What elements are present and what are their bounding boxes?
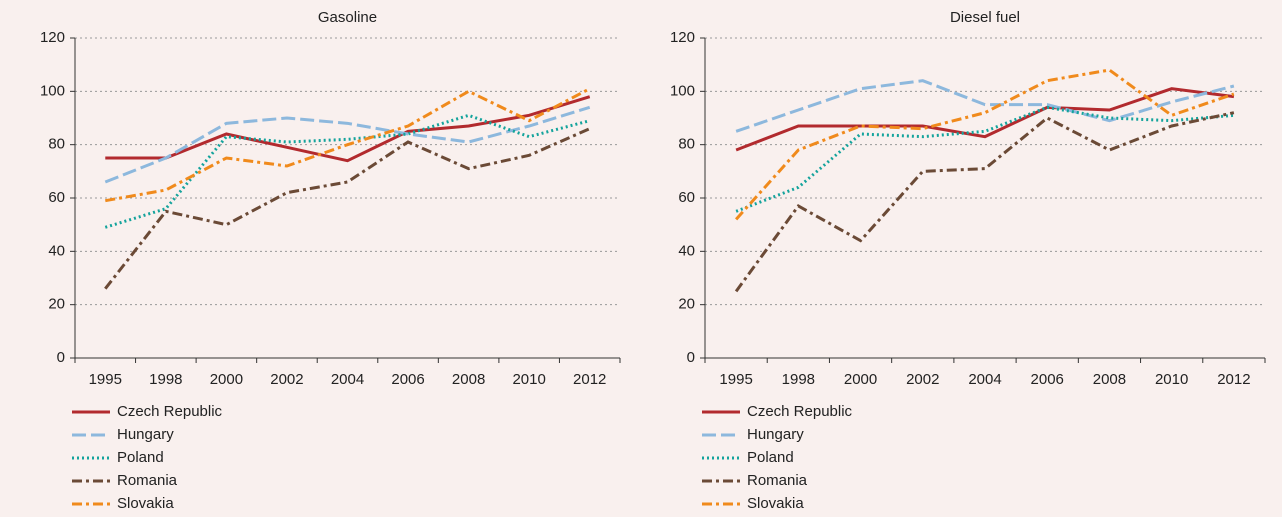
- y-tick-label: 40: [48, 242, 65, 259]
- series-line: [104, 127, 591, 290]
- x-tick-label: 2010: [1155, 371, 1188, 388]
- series-line: [735, 87, 1235, 152]
- legend-label: Hungary: [747, 426, 804, 443]
- y-tick-label: 120: [40, 29, 65, 46]
- legend-label: Romania: [117, 472, 178, 489]
- series-line: [104, 113, 591, 229]
- y-tick-label: 100: [670, 82, 695, 99]
- y-tick-label: 60: [48, 189, 65, 206]
- x-tick-label: 2006: [391, 371, 424, 388]
- legend-label: Poland: [117, 449, 164, 466]
- x-tick-label: 2006: [1031, 371, 1064, 388]
- legend-label: Czech Republic: [747, 403, 853, 420]
- x-tick-label: 2008: [452, 371, 485, 388]
- x-tick-label: 2002: [906, 371, 939, 388]
- series-line: [735, 79, 1235, 133]
- x-tick-label: 2004: [331, 371, 364, 388]
- y-tick-label: 20: [48, 296, 65, 313]
- series-line: [105, 95, 591, 163]
- series-line: [734, 68, 1235, 221]
- y-tick-label: 80: [678, 136, 695, 153]
- series-line: [104, 105, 591, 184]
- series-line: [734, 111, 1235, 293]
- series-line: [735, 105, 1235, 213]
- y-tick-label: 60: [678, 189, 695, 206]
- x-tick-label: 2012: [573, 371, 606, 388]
- legend-label: Czech Republic: [117, 403, 223, 420]
- x-tick-label: 1995: [89, 371, 122, 388]
- x-tick-label: 2002: [270, 371, 303, 388]
- chart-title: Gasoline: [318, 9, 377, 26]
- legend-label: Poland: [747, 449, 794, 466]
- x-tick-label: 2000: [210, 371, 243, 388]
- y-tick-label: 100: [40, 82, 65, 99]
- chart-title: Diesel fuel: [950, 9, 1020, 26]
- y-tick-label: 40: [678, 242, 695, 259]
- x-tick-label: 2008: [1093, 371, 1126, 388]
- x-tick-label: 2010: [512, 371, 545, 388]
- x-tick-label: 2012: [1217, 371, 1250, 388]
- x-tick-label: 2004: [968, 371, 1001, 388]
- legend-label: Romania: [747, 472, 808, 489]
- y-tick-label: 80: [48, 136, 65, 153]
- legend-label: Hungary: [117, 426, 174, 443]
- y-tick-label: 0: [57, 349, 65, 366]
- x-tick-label: 2000: [844, 371, 877, 388]
- legend-label: Slovakia: [117, 495, 174, 512]
- x-tick-label: 1998: [149, 371, 182, 388]
- x-tick-label: 1995: [719, 371, 752, 388]
- x-tick-label: 1998: [782, 371, 815, 388]
- y-tick-label: 120: [670, 29, 695, 46]
- y-tick-label: 20: [678, 296, 695, 313]
- y-tick-label: 0: [687, 349, 695, 366]
- legend-label: Slovakia: [747, 495, 804, 512]
- series-line: [105, 87, 591, 203]
